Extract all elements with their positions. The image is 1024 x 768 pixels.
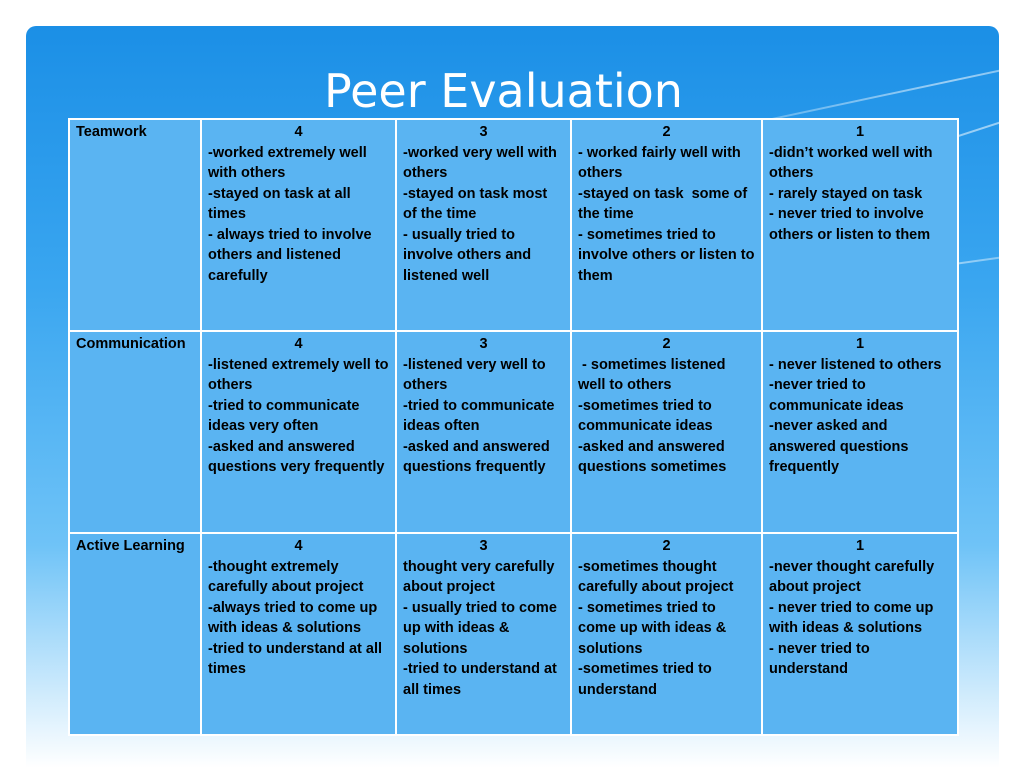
- criterion-text: - rarely stayed on task: [769, 185, 923, 202]
- rubric-cell: 3 -listened very well to others -tried t…: [395, 330, 572, 534]
- criterion-text: - sometimes listened well to others: [578, 356, 730, 394]
- criterion-text: -tried to understand at all times: [208, 640, 387, 678]
- score-value: 4: [294, 124, 303, 140]
- criterion-text: - sometimes tried to involve others or l…: [578, 226, 759, 284]
- rubric-cell: 4 -worked extremely well with others -st…: [200, 118, 397, 332]
- criterion-text: - never tried to come up with ideas & so…: [769, 599, 938, 637]
- score-value: 4: [294, 538, 303, 554]
- criterion-text: -didn’t worked well with others: [769, 144, 937, 182]
- criterion-text: -always tried to come up with ideas & so…: [208, 599, 382, 637]
- rubric-cell: 2 - sometimes listened well to others -s…: [570, 330, 763, 534]
- rubric-cell: 4 -thought extremely carefully about pro…: [200, 532, 397, 736]
- category-label: Communication: [68, 330, 202, 534]
- category-label: Active Learning: [68, 532, 202, 736]
- rubric-cell: 1 -never thought carefully about project…: [761, 532, 959, 736]
- criterion-text: -tried to communicate ideas often: [403, 397, 559, 435]
- score-value: 2: [662, 336, 671, 352]
- criterion-text: -never tried to communicate ideas: [769, 377, 904, 414]
- rubric-table: Teamwork 4 -worked extremely well with o…: [68, 118, 959, 736]
- rubric-cell: 2 -sometimes thought carefully about pro…: [570, 532, 763, 736]
- criterion-text: -never asked and answered questions freq…: [769, 418, 913, 475]
- criterion-text: -sometimes tried to communicate ideas: [578, 397, 716, 435]
- criterion-text: -asked and answered questions very frequ…: [208, 438, 385, 476]
- criterion-text: -worked extremely well with others: [208, 144, 371, 182]
- rubric-cell: 1 - never listened to others -never trie…: [761, 330, 959, 534]
- table-row: Communication 4 -listened extremely well…: [68, 330, 959, 534]
- criterion-text: -sometimes thought carefully about proje…: [578, 558, 734, 596]
- score-value: 3: [479, 124, 488, 140]
- criterion-text: - always tried to involve others and lis…: [208, 226, 376, 284]
- score-value: 2: [662, 538, 671, 554]
- rubric-cell: 1 -didn’t worked well with others - rare…: [761, 118, 959, 332]
- criterion-text: - never tried to understand: [769, 640, 874, 678]
- criterion-text: - never listened to others: [769, 356, 942, 373]
- score-value: 1: [855, 124, 865, 140]
- criterion-text: -tried to understand at all times: [403, 661, 561, 698]
- table-row: Active Learning 4 -thought extremely car…: [68, 532, 959, 736]
- rubric-cell: 2 - worked fairly well with others -stay…: [570, 118, 763, 332]
- slide-title: Peer Evaluation: [324, 64, 683, 118]
- criterion-text: - never tried to involve others or liste…: [769, 206, 931, 243]
- criterion-text: - usually tried to involve others and li…: [403, 226, 536, 284]
- criterion-text: thought very carefully about project: [403, 558, 559, 596]
- score-value: 2: [662, 124, 671, 140]
- rubric-cell: 3 -worked very well with others -stayed …: [395, 118, 572, 332]
- criterion-text: -never thought carefully about project: [769, 558, 939, 596]
- score-value: 4: [294, 336, 303, 352]
- criterion-text: -thought extremely carefully about proje…: [208, 558, 364, 596]
- table-row: Teamwork 4 -worked extremely well with o…: [68, 118, 959, 332]
- criterion-text: -tried to communicate ideas very often: [208, 397, 364, 435]
- criterion-text: -stayed on task some of the time: [578, 185, 752, 223]
- criterion-text: -listened very well to others: [403, 356, 550, 394]
- rubric-cell: 3 thought very carefully about project -…: [395, 532, 572, 736]
- score-value: 3: [479, 336, 488, 352]
- category-label: Teamwork: [68, 118, 202, 332]
- criterion-text: -listened extremely well to others: [208, 356, 393, 394]
- criterion-text: -asked and answered questions sometimes: [578, 438, 729, 476]
- score-value: 3: [479, 538, 488, 554]
- score-value: 1: [855, 538, 865, 554]
- criterion-text: -worked very well with others: [403, 144, 561, 182]
- criterion-text: -sometimes tried to understand: [578, 661, 716, 698]
- score-value: 1: [855, 336, 865, 352]
- criterion-text: -stayed on task most of the time: [403, 185, 552, 223]
- criterion-text: - sometimes tried to come up with ideas …: [578, 599, 731, 657]
- criterion-text: - worked fairly well with others: [578, 144, 745, 182]
- criterion-text: -stayed on task at all times: [208, 185, 355, 223]
- criterion-text: - usually tried to come up with ideas & …: [403, 599, 561, 657]
- rubric-cell: 4 -listened extremely well to others -tr…: [200, 330, 397, 534]
- criterion-text: -asked and answered questions frequently: [403, 438, 554, 476]
